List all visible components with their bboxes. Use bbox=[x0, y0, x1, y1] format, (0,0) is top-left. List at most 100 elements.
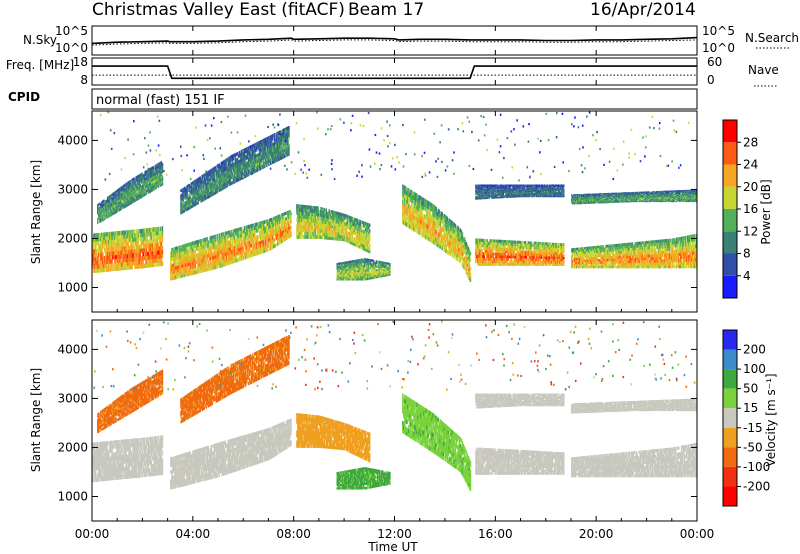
power-band-2-cell bbox=[360, 226, 363, 230]
power-band-1-cell bbox=[281, 228, 283, 232]
power-band-2-cell bbox=[327, 215, 330, 219]
power-band-1-cell bbox=[182, 254, 184, 258]
power-band-0-cell bbox=[133, 233, 135, 238]
power-band-0-cell bbox=[96, 260, 98, 265]
power-band-1-cell bbox=[185, 273, 187, 277]
power-band-4-cell bbox=[456, 253, 459, 258]
power-band-1-cell bbox=[216, 264, 219, 269]
power-band-3-cell bbox=[377, 270, 380, 273]
power-band-6-cell bbox=[540, 193, 543, 195]
power-band-1-cell bbox=[201, 258, 204, 263]
power-band-6-cell bbox=[505, 196, 508, 199]
power-band-4-cell bbox=[410, 217, 412, 222]
power-band-2-cell bbox=[328, 224, 331, 228]
power-band-5-cell bbox=[556, 252, 559, 255]
power-band-5-cell bbox=[488, 249, 490, 253]
power-band-0-cell bbox=[109, 247, 111, 252]
power-band-1-cell bbox=[218, 236, 221, 241]
power-band-5-cell bbox=[480, 260, 482, 264]
power-band-0-cell bbox=[99, 264, 101, 269]
power-band-6-cell bbox=[529, 184, 532, 187]
power-band-3-cell bbox=[367, 273, 370, 276]
power-band-7-cell bbox=[574, 259, 576, 263]
power-band-3-cell bbox=[378, 275, 381, 278]
power-band-2-cell bbox=[307, 231, 309, 236]
power-band-4-cell bbox=[458, 230, 461, 235]
power-band-6-cell bbox=[522, 193, 525, 195]
power-band-6-cell bbox=[519, 189, 522, 192]
power-band-4-cell bbox=[468, 249, 471, 253]
power-band-5-cell bbox=[544, 251, 547, 255]
power-band-6-cell bbox=[515, 188, 518, 190]
power-band-1-cell bbox=[258, 244, 261, 248]
power-band-1-cell bbox=[186, 266, 188, 270]
power-band-2-cell bbox=[309, 235, 311, 239]
power-band-4-cell bbox=[413, 215, 415, 220]
power-band-5-cell bbox=[489, 244, 491, 248]
power-band-6-cell bbox=[519, 191, 522, 194]
power-band-2-cell bbox=[326, 214, 329, 219]
power-band-2-cell bbox=[304, 215, 306, 219]
power-band-1-cell bbox=[230, 256, 233, 261]
power-band-1-cell bbox=[170, 276, 172, 281]
power-band-1-cell bbox=[283, 229, 285, 234]
power-band-6-cell bbox=[492, 194, 494, 196]
power-band-4-cell bbox=[435, 230, 437, 235]
power-band-6-cell bbox=[548, 194, 551, 196]
power-band-4-cell bbox=[451, 253, 454, 258]
power-band-5-cell bbox=[541, 263, 544, 266]
power-band-1-cell bbox=[260, 237, 263, 241]
power-band-6-cell bbox=[492, 191, 494, 194]
power-band-4-cell bbox=[422, 232, 424, 238]
power-band-3-cell bbox=[384, 271, 387, 274]
power-band-6-cell bbox=[490, 185, 492, 188]
power-band-6-cell bbox=[485, 188, 487, 191]
power-band-1-cell bbox=[245, 225, 248, 230]
power-band-1-cell bbox=[216, 237, 219, 242]
power-band-4-cell bbox=[429, 217, 431, 223]
power-band-5-cell bbox=[531, 255, 534, 259]
power-band-2-cell bbox=[341, 235, 344, 239]
power-band-6-cell bbox=[554, 185, 557, 188]
power-band-0-cell bbox=[107, 247, 109, 253]
power-band-5-cell bbox=[480, 262, 482, 266]
power-band-1-cell bbox=[256, 248, 259, 252]
power-band-6-cell bbox=[558, 195, 561, 198]
power-band-6-cell bbox=[512, 185, 515, 188]
power-band-0-cell bbox=[127, 253, 129, 259]
power-band-2-cell bbox=[342, 232, 345, 236]
power-band-4-cell bbox=[428, 201, 430, 206]
power-band-6-cell bbox=[484, 188, 486, 191]
power-band-2-cell bbox=[342, 229, 345, 234]
power-band-5-cell bbox=[555, 263, 558, 266]
power-band-0-cell bbox=[111, 263, 113, 268]
power-band-2-cell bbox=[341, 221, 344, 225]
power-band-4-cell bbox=[403, 204, 405, 210]
power-band-6-cell bbox=[558, 191, 561, 194]
power-band-5-cell bbox=[538, 251, 541, 255]
power-band-4-cell bbox=[406, 198, 408, 204]
power-band-2-cell bbox=[343, 219, 346, 223]
power-band-1-cell bbox=[276, 224, 278, 229]
power-band-2-cell bbox=[310, 225, 312, 229]
power-band-4-cell bbox=[448, 222, 451, 227]
power-band-3-cell bbox=[384, 269, 387, 271]
power-band-1-cell bbox=[269, 228, 271, 232]
power-band-5-cell bbox=[538, 256, 541, 259]
power-band-0-cell bbox=[123, 246, 125, 251]
power-band-1-cell bbox=[252, 239, 255, 244]
power-band-2-cell bbox=[357, 224, 360, 229]
power-band-4-cell bbox=[425, 199, 427, 204]
power-band-6-cell bbox=[481, 184, 483, 187]
power-band-4-cell bbox=[445, 230, 448, 235]
power-band-0-cell bbox=[110, 255, 112, 260]
power-band-5-cell bbox=[505, 257, 508, 261]
power-band-1-cell bbox=[266, 232, 269, 236]
power-band-1-cell bbox=[272, 239, 274, 243]
power-band-4-cell bbox=[452, 236, 455, 241]
power-band-5-cell bbox=[491, 252, 493, 256]
power-band-5-cell bbox=[510, 240, 513, 244]
power-band-1-cell bbox=[218, 250, 221, 255]
power-band-4-cell bbox=[465, 254, 468, 259]
